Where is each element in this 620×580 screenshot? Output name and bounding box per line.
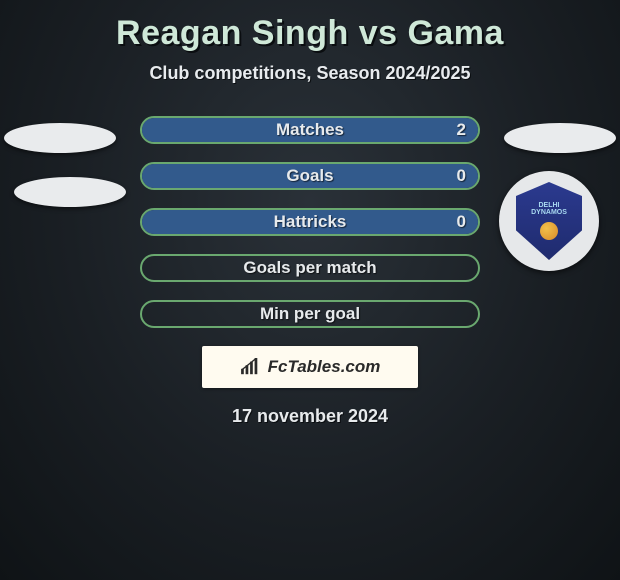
date: 17 november 2024 [0,406,620,427]
bar-label: Hattricks [274,212,347,232]
left-team-marker [14,177,126,207]
bar-value-right: 0 [457,166,466,186]
bar-label: Matches [276,120,344,140]
stat-bar: Goals per match [140,254,480,282]
stat-bars: Matches 2 Goals 0 Hattricks 0 Goals per match M… [140,116,480,328]
right-team-marker [504,123,616,153]
stat-bar: Min per goal [140,300,480,328]
stat-bar: Goals 0 [140,162,480,190]
right-team-logo: DELHIDYNAMOS [499,171,599,271]
bar-chart-icon [240,358,262,376]
logo-text-2: DYNAMOS [531,209,567,216]
watermark-text: FcTables.com [268,357,381,377]
subtitle: Club competitions, Season 2024/2025 [0,63,620,84]
bar-label: Goals [286,166,333,186]
ball-icon [540,222,558,240]
stat-bar: Hattricks 0 [140,208,480,236]
bar-value-right: 2 [457,120,466,140]
stat-bar: Matches 2 [140,116,480,144]
team-shield-icon: DELHIDYNAMOS [516,182,582,260]
left-team-marker [4,123,116,153]
page-title: Reagan Singh vs Gama [0,0,620,53]
bar-label: Goals per match [243,258,376,278]
logo-text-1: DELHI [539,202,560,209]
bar-label: Min per goal [260,304,360,324]
bar-value-right: 0 [457,212,466,232]
watermark: FcTables.com [202,346,418,388]
